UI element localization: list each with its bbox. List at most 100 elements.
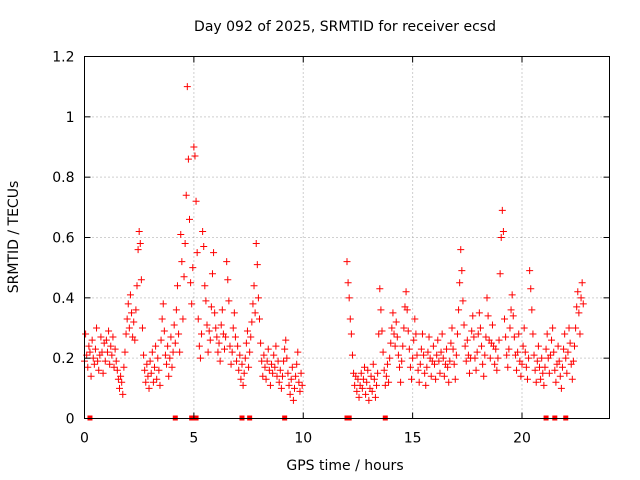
data-point [213,333,221,341]
data-point [276,366,284,374]
data-point [256,315,263,323]
data-point [563,369,571,377]
data-point [272,342,280,350]
data-point [211,309,219,317]
data-point [135,227,143,235]
data-point [355,393,363,401]
data-point [123,315,131,323]
data-point [370,375,378,383]
data-point [241,354,249,362]
data-point [532,378,540,386]
data-point [517,372,525,380]
data-point [210,249,218,257]
data-point [385,378,393,386]
data-point [396,363,403,371]
data-point [541,363,549,371]
data-point [343,258,351,266]
data-point [457,246,465,254]
data-point [103,348,111,356]
data-point [125,324,133,332]
data-point [381,381,389,389]
data-point [228,348,236,356]
data-point [194,315,202,323]
data-point [371,393,379,401]
data-point [469,312,477,320]
data-point [557,384,565,392]
data-point [119,390,127,398]
data-point [231,333,239,341]
data-point [380,366,388,374]
data-point [383,360,391,368]
data-point [555,357,563,365]
data-point [449,345,457,353]
data-point [143,360,151,368]
data-point [533,357,541,365]
data-point [195,342,203,350]
data-point [215,339,223,347]
data-point [458,267,466,275]
data-point [514,348,522,356]
data-point [440,372,448,380]
data-point [157,336,165,344]
data-point [417,345,425,353]
data-point [561,330,569,338]
data-point [357,369,365,377]
data-point [493,366,501,374]
data-point [526,267,534,275]
data-point [403,306,411,314]
data-point [540,381,548,389]
data-point [270,351,278,359]
data-point [362,390,370,398]
data-point [523,375,531,383]
data-point [298,381,306,389]
data-point [265,366,273,374]
data-point [243,327,251,335]
data-point [165,372,173,380]
data-point [227,360,235,368]
data-point [183,83,191,91]
data-point [528,306,536,314]
data-point [230,309,238,317]
data-point [144,372,152,380]
data-point [549,324,557,332]
data-point [578,279,586,287]
data-point [525,354,533,362]
data-point [504,363,512,371]
data-point [443,345,451,353]
data-point [376,285,384,293]
data-point [163,360,171,368]
data-point [247,333,255,341]
data-point [576,330,584,338]
data-point [263,357,271,365]
data-point [365,396,373,404]
data-point [254,294,262,302]
data-point [90,360,98,368]
data-point [172,306,180,314]
data-point [501,315,508,323]
data-point [291,384,298,392]
data-point [198,330,206,338]
data-point [488,321,496,329]
data-point [245,363,253,371]
data-point [375,330,383,338]
data-point [558,363,566,371]
data-point [409,354,417,362]
data-point [527,285,535,293]
data-point [554,342,562,350]
data-point [492,345,500,353]
data-point [167,333,175,341]
data-point [498,206,506,214]
data-point [189,264,197,272]
data-point [93,324,101,332]
data-point [399,342,407,350]
x-tick-label: 10 [294,431,312,447]
data-point [448,324,456,332]
data-point [484,312,492,320]
data-point [433,351,441,359]
data-point [408,375,416,383]
data-point [459,297,467,305]
data-point [359,375,367,383]
data-point [271,363,279,371]
data-point [506,324,514,332]
data-point [397,378,405,386]
